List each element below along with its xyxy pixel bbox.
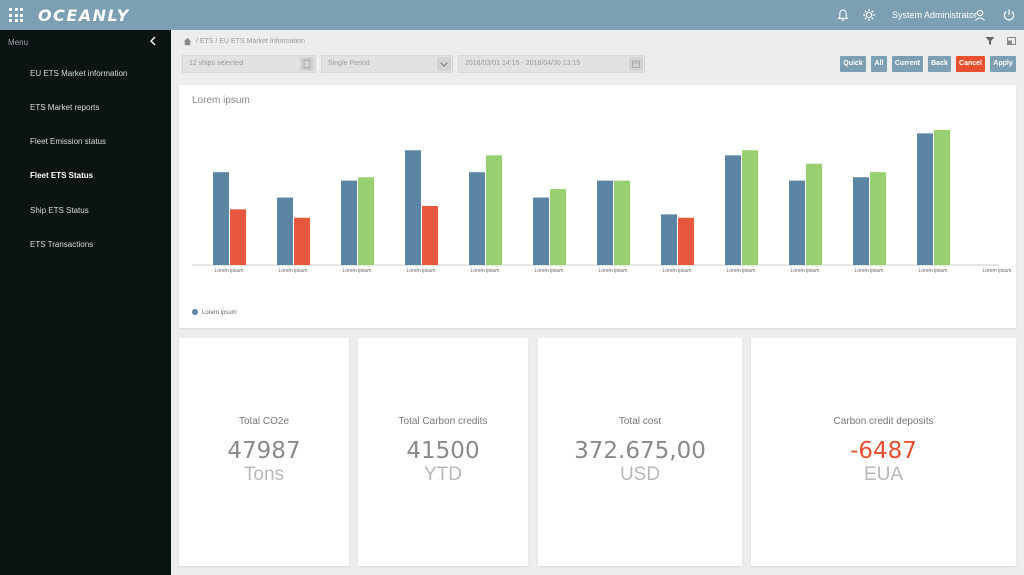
x-tick-label: Lorem ipsum [919, 268, 948, 274]
chart-bar [742, 150, 758, 265]
date-range-value: 2018/03/01 14:15 - 2018/04/30 13:15 [465, 60, 581, 67]
sidebar-item-fleet-ets-status[interactable]: Fleet ETS Status [30, 171, 94, 180]
ship-selector[interactable]: 12 ships selected [182, 55, 316, 73]
period-select-value: Single Period [328, 60, 370, 67]
kpi-label: Total Carbon credits [398, 416, 488, 427]
kpi-card-carbon-credit-deposits: Carbon credit deposits -6487 EUA [751, 338, 1016, 566]
chart-bar [789, 180, 805, 265]
expand-icon[interactable] [1007, 37, 1016, 45]
kpi-unit: YTD [424, 464, 462, 485]
chart-bar [853, 177, 869, 265]
chart-card: Lorem ipsum Lorem ipsum Lorem ipsum Lorem … [179, 85, 1016, 328]
cancel-button[interactable]: Cancel [956, 56, 985, 72]
back-button[interactable]: Back [928, 56, 951, 72]
legend-label: Lorem ipsum [202, 310, 237, 316]
gear-icon[interactable] [862, 8, 876, 22]
x-tick-label: Lorem ipsum [791, 268, 820, 274]
kpi-unit: EUA [863, 464, 904, 485]
chevron-down-icon [440, 62, 448, 67]
chart-bar [725, 155, 741, 265]
chart-bar [661, 214, 677, 265]
kpi-value: -6487 [850, 438, 917, 464]
x-tick-label: Lorem ipsum [215, 268, 244, 274]
kpi-value: 47987 [227, 438, 301, 464]
kpi-card-total-carbon-credits: Total Carbon credits 41500 YTD [358, 338, 528, 566]
x-tick-label: Lorem ipsum [471, 268, 500, 274]
chart-bar [870, 172, 886, 265]
chart-bar [550, 189, 566, 265]
power-icon[interactable] [1002, 8, 1016, 22]
chart-bar [294, 217, 310, 265]
sidebar-item-eu-ets-market-information[interactable]: EU ETS Market information [30, 69, 128, 78]
ship-selector-button[interactable] [300, 57, 314, 71]
chart-bar [934, 130, 950, 265]
app-logo[interactable]: OCEANLY [38, 6, 130, 25]
quick-button[interactable]: Quick [840, 56, 866, 72]
x-tick-label: Lorem ipsum [343, 268, 372, 274]
chart-bar [806, 163, 822, 265]
chart-bar [277, 197, 293, 265]
kpi-label: Carbon credit deposits [833, 416, 934, 427]
bar-chart: Lorem ipsum Lorem ipsum Lorem ipsum Lorem i… [192, 130, 1012, 316]
chart-bar [533, 197, 549, 265]
x-tick-label: Lorem ipsum [855, 268, 884, 274]
filter-icon[interactable] [985, 36, 995, 46]
chart-bar [486, 155, 502, 265]
calendar-icon [632, 60, 640, 68]
ship-selector-value: 12 ships selected [189, 60, 244, 67]
chart-bar [230, 209, 246, 265]
chart-bar [469, 172, 485, 265]
user-icon[interactable] [973, 8, 987, 22]
kpi-unit: USD [619, 464, 661, 485]
x-tick-label: Lorem ipsum [535, 268, 564, 274]
x-tick-label: Lorem ipsum [407, 268, 436, 274]
breadcrumb: / ETS / EU ETS Market Information [196, 38, 305, 45]
kpi-unit: Tons [243, 464, 285, 485]
period-select-button[interactable] [437, 57, 451, 71]
kpi-value: 41500 [406, 438, 480, 464]
kpi-label: Total CO2e [238, 416, 290, 427]
sidebar-item-ship-ets-status[interactable]: Ship ETS Status [30, 206, 89, 215]
date-range-input[interactable]: 2018/03/01 14:15 - 2018/04/30 13:15 [458, 55, 645, 73]
chart-bar [358, 177, 374, 265]
chart-title: Lorem ipsum [192, 95, 250, 106]
sidebar-item-ets-market-reports[interactable]: ETS Market reports [30, 103, 100, 112]
legend-marker [192, 309, 198, 315]
sidebar-item-ets-transactions[interactable]: ETS Transactions [30, 240, 94, 249]
chart-bar [213, 172, 229, 265]
period-select[interactable]: Single Period [321, 55, 453, 73]
chart-bar [614, 180, 630, 265]
user-name[interactable]: System Administrator [892, 10, 978, 20]
chart-bar [405, 150, 421, 265]
top-bar: OCEANLY System Administrator [0, 0, 1024, 30]
sidebar: Menu EU ETS Market information ETS Marke… [0, 30, 171, 575]
kpi-value: 372.675,00 [574, 438, 706, 464]
menu-title: Menu [8, 38, 29, 47]
apps-grid-icon[interactable] [9, 8, 23, 22]
x-tick-label: Lorem ipsum [279, 268, 308, 274]
chart-bar [917, 133, 933, 265]
apply-button[interactable]: Apply [990, 56, 1016, 72]
x-tick-label: Lorem ipsum [983, 268, 1012, 274]
x-tick-label: Lorem ipsum [663, 268, 692, 274]
kpi-label: Total cost [618, 416, 662, 427]
chevron-left-icon[interactable] [147, 35, 159, 47]
bell-icon[interactable] [836, 8, 850, 22]
chart-bar [341, 180, 357, 265]
chart-bar [422, 205, 438, 265]
all-button[interactable]: All [871, 56, 887, 72]
x-tick-label: Lorem ipsum [599, 268, 628, 274]
current-button[interactable]: Current [892, 56, 923, 72]
home-icon[interactable] [183, 37, 192, 46]
kpi-card-total-cost: Total cost 372.675,00 USD [538, 338, 742, 566]
x-tick-label: Lorem ipsum [727, 268, 756, 274]
document-icon [303, 59, 311, 69]
chart-bar [678, 217, 694, 265]
date-range-button[interactable] [629, 57, 643, 71]
chart-bar [597, 180, 613, 265]
kpi-card-total-co2e: Total CO2e 47987 Tons [179, 338, 349, 566]
sidebar-item-fleet-emission-status[interactable]: Fleet Emission status [30, 137, 107, 146]
